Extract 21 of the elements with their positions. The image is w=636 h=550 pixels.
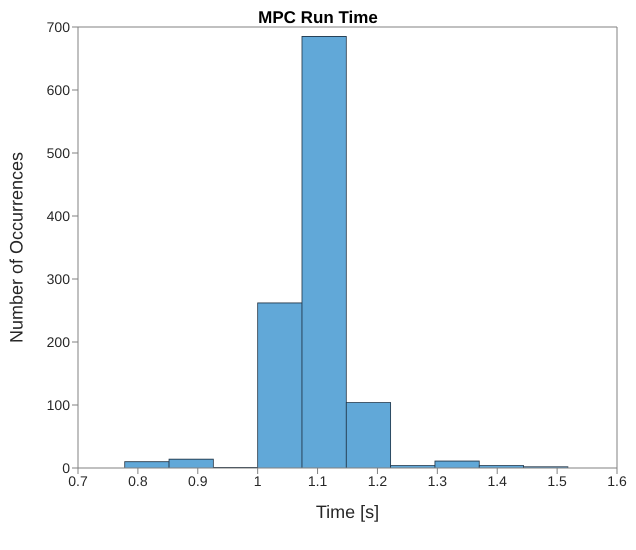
x-tick-label: 1.5 <box>547 472 568 489</box>
x-tick-label: 1.1 <box>308 472 328 489</box>
x-tick-label: 1.4 <box>487 472 508 489</box>
y-tick-label: 200 <box>46 334 70 350</box>
y-tick-label: 0 <box>62 460 70 476</box>
y-tick-label: 600 <box>46 82 70 98</box>
x-tick-label: 1.3 <box>428 472 448 489</box>
y-tick-label: 100 <box>46 396 70 413</box>
x-tick-label: 0.9 <box>188 472 208 489</box>
y-tick-label: 700 <box>46 18 70 35</box>
y-tick-label: 500 <box>46 144 70 161</box>
x-tick-label: 0.7 <box>68 472 88 489</box>
x-tick-label: 1.2 <box>368 472 388 489</box>
y-axis-title: Number of Occurrences <box>6 152 26 344</box>
x-tick-label: 1.6 <box>607 472 627 489</box>
y-tick-label: 300 <box>46 270 70 287</box>
x-axis-title: Time [s] <box>316 502 380 522</box>
y-tick-label: 400 <box>46 208 70 224</box>
x-tick-label: 1 <box>254 472 262 489</box>
x-tick-label: 0.8 <box>128 472 148 489</box>
chart-title: MPC Run Time <box>258 8 378 27</box>
